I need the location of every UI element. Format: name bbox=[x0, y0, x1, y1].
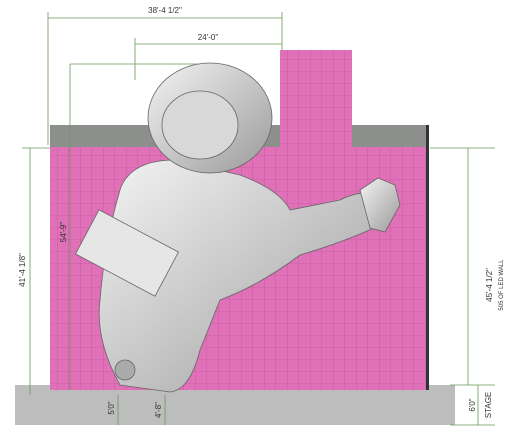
dimension-label: 41'-4 1/8" bbox=[18, 253, 27, 287]
dimension-lines bbox=[22, 12, 495, 426]
dimension-label: 38'-4 1/2" bbox=[148, 6, 182, 15]
astronaut-sculpture bbox=[74, 62, 401, 393]
dimension-label: 4'-8" bbox=[154, 402, 163, 418]
stage-base bbox=[15, 385, 455, 425]
dimension-label: 6'0" bbox=[468, 398, 477, 411]
stage-label: STAGE bbox=[484, 392, 493, 419]
dimension-label: 45'-4 1/2" bbox=[485, 268, 494, 302]
dimension-label: 24'-0" bbox=[198, 33, 219, 42]
dimension-label: 54'-9" bbox=[59, 222, 68, 243]
dimension-note: 505 OF LED WALL bbox=[499, 259, 505, 311]
wall-cap-right bbox=[352, 125, 428, 147]
dimension-label: 5'0" bbox=[107, 401, 116, 414]
wall-edge bbox=[426, 125, 429, 390]
